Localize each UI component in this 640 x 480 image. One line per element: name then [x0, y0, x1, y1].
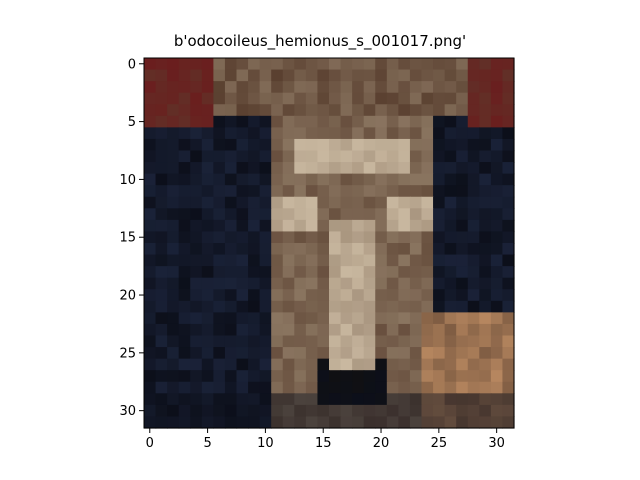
x-tick-label: 15: [315, 436, 332, 451]
y-tick-label: 5: [128, 115, 136, 130]
figure-title: b'odocoileus_hemionus_s_001017.png': [173, 32, 467, 50]
y-tick-label: 20: [119, 289, 136, 304]
x-tick-label: 30: [488, 436, 505, 451]
x-tick-label: 20: [373, 436, 390, 451]
y-tick-label: 15: [119, 231, 136, 246]
axes-frame: [143, 57, 515, 429]
y-tick-label: 25: [119, 346, 136, 361]
x-tick-label: 5: [203, 436, 211, 451]
x-tick-label: 10: [257, 436, 274, 451]
y-axis-ticks: 0 5 10 15 20 25 30: [119, 57, 144, 419]
image-pixels: [144, 58, 515, 429]
x-tick-label: 0: [146, 436, 154, 451]
x-tick-label: 25: [431, 436, 448, 451]
y-tick-label: 30: [119, 404, 136, 419]
x-axis-ticks: 0 5 10 15 20 25 30: [146, 428, 505, 451]
y-tick-label: 10: [119, 173, 136, 188]
y-tick-label: 0: [128, 57, 136, 72]
